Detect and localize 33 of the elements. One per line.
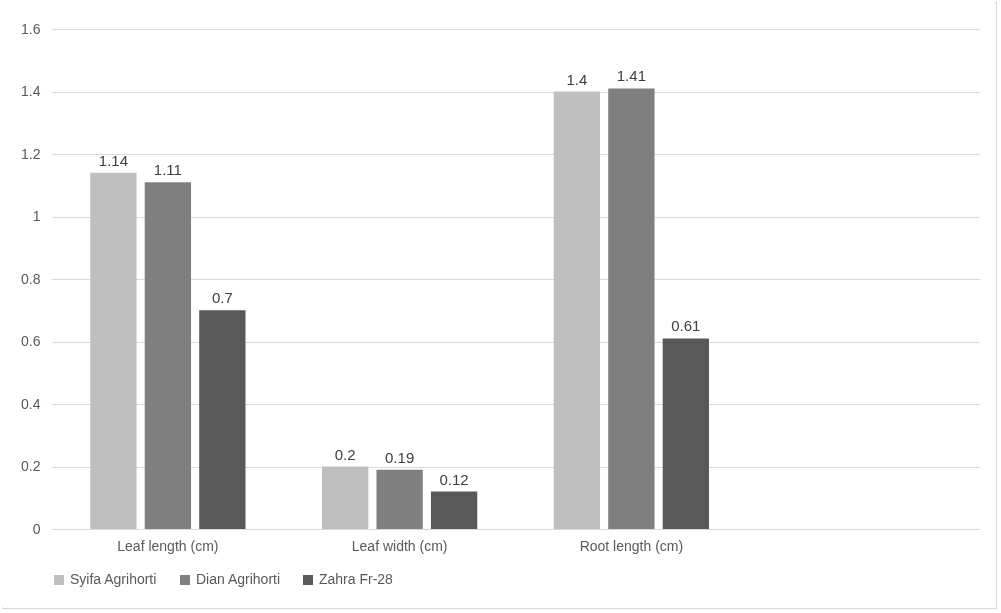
data-label: 1.14 xyxy=(98,151,128,169)
legend-label: Syifa Agrihorti xyxy=(70,571,157,587)
data-label: 1.41 xyxy=(616,67,646,85)
x-tick-label: Leaf length (cm) xyxy=(117,537,219,554)
y-tick-label: 1.6 xyxy=(21,20,41,37)
y-tick-label: 1.4 xyxy=(21,83,41,99)
y-tick-label: 0 xyxy=(32,520,41,537)
y-tick-label: 1.2 xyxy=(21,145,41,162)
bar xyxy=(90,172,137,529)
y-tick-label: 0.4 xyxy=(21,395,41,412)
data-label: 0.61 xyxy=(671,317,701,335)
data-label: 0.12 xyxy=(439,470,469,488)
bar xyxy=(608,88,655,529)
y-tick-label: 1 xyxy=(32,208,41,224)
bar xyxy=(553,91,601,529)
legend-label: Dian Agrihorti xyxy=(196,571,281,587)
data-label: 0.7 xyxy=(211,289,233,307)
y-tick-label: 0.8 xyxy=(21,270,41,287)
legend-label: Zahra Fr-28 xyxy=(319,571,394,587)
data-label: 1.4 xyxy=(566,70,588,88)
data-label: 1.11 xyxy=(153,161,182,179)
y-tick-label: 0.6 xyxy=(21,333,41,349)
bar xyxy=(144,182,192,529)
bar xyxy=(376,469,423,529)
bar xyxy=(430,491,478,529)
x-tick-label: Leaf width (cm) xyxy=(351,537,448,554)
bar xyxy=(321,466,369,529)
bar xyxy=(662,338,710,529)
bar xyxy=(199,310,246,529)
y-tick-label: 0.2 xyxy=(21,458,41,474)
data-label: 0.19 xyxy=(385,448,415,466)
x-tick-label: Root length (cm) xyxy=(579,537,684,554)
data-label: 0.2 xyxy=(334,445,356,463)
